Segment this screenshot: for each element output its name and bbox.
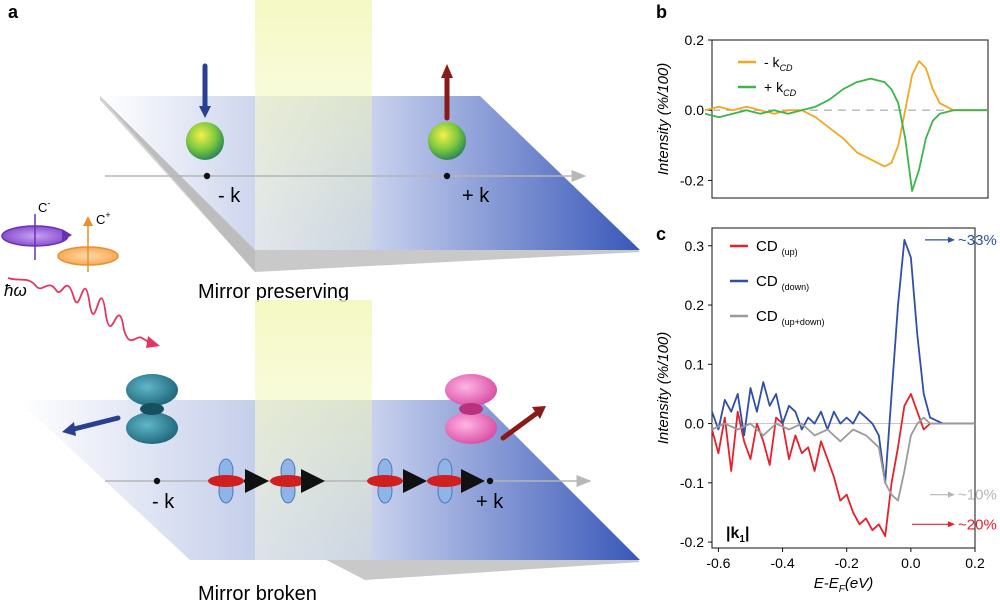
bottom-spin-left-arrow xyxy=(67,415,121,433)
annotation-arrowhead-1 xyxy=(948,491,955,498)
series-line-1 xyxy=(711,238,975,484)
bottom-minus-k-label: - k xyxy=(152,491,175,513)
panel-b-letter: b xyxy=(656,2,667,22)
photon-arrow-head xyxy=(146,336,160,348)
bottom-spin-right-arrow-head xyxy=(532,406,546,419)
x-tick-label: 0.0 xyxy=(901,555,921,571)
y-tick-label: -0.2 xyxy=(680,172,704,188)
bottom-spin-left-arrow-head xyxy=(62,422,76,436)
orbital-clover-3 xyxy=(367,458,403,504)
photon-wave xyxy=(7,277,153,345)
bottom-mirror xyxy=(255,300,372,560)
legend-entry-2: CD (up+down) xyxy=(756,308,824,327)
bottom-spin-right-arrow xyxy=(500,410,540,441)
x-tick-label: -0.6 xyxy=(706,555,730,571)
bottom-plane: - k + k xyxy=(18,300,640,605)
chart-c: 0.30.20.10.0-0.1-0.2-0.6 -0.4 -0.2 0.0 0.2In… xyxy=(655,227,997,595)
y-tick-label: -0.1 xyxy=(680,475,704,491)
y-tick-label: 0.3 xyxy=(685,238,705,254)
top-plane-edge xyxy=(100,96,255,272)
legend-entry-1: CD (down) xyxy=(756,273,809,292)
top-right-sphere xyxy=(428,122,466,160)
y-tick-label: 0.2 xyxy=(685,297,705,313)
teal-orbital xyxy=(126,374,178,444)
c-minus-label: C- xyxy=(38,198,50,215)
bottom-plus-k-dot xyxy=(486,477,494,485)
bottom-plane-right xyxy=(372,400,640,560)
orbital-clover-4 xyxy=(427,458,463,504)
y-tick-label: 0.0 xyxy=(685,102,705,118)
bottom-minus-k-dot xyxy=(153,477,161,485)
series-line-0 xyxy=(711,392,975,537)
plot-frame xyxy=(711,227,976,549)
x-tick-label: 0.2 xyxy=(965,555,985,571)
annotation-label-0: ~33% xyxy=(958,232,997,249)
bottom-caption: Mirror broken xyxy=(198,583,317,605)
bottom-plus-k-label: + k xyxy=(476,491,504,513)
photon-label: ħω xyxy=(4,281,27,300)
series-line-2 xyxy=(711,416,975,502)
y-tick-label: 0.0 xyxy=(685,416,705,432)
c-minus-arrow xyxy=(62,229,72,241)
top-caption: Mirror preserving xyxy=(198,281,349,303)
series-line-0 xyxy=(704,60,988,168)
orbital-clover-2 xyxy=(270,458,306,504)
legend-entry-0: - kCD xyxy=(764,54,793,73)
c-plus-label: C+ xyxy=(96,210,111,227)
orbital-clover-1 xyxy=(208,458,244,504)
y-axis-label: Intensity (%/100) xyxy=(655,332,672,445)
y-tick-label: 0.1 xyxy=(685,356,705,372)
top-left-sphere xyxy=(186,122,224,160)
plot-frame xyxy=(711,39,989,199)
top-plus-k-dot xyxy=(443,172,451,180)
annotation-label-2: ~20% xyxy=(958,516,997,533)
panel-a-letter: a xyxy=(8,2,19,22)
x-tick-label: -0.4 xyxy=(770,555,794,571)
y-tick-label: 0.2 xyxy=(685,32,705,48)
top-plane: - k + k Mirror preserving xyxy=(100,0,640,303)
series-line-1 xyxy=(704,77,988,192)
k1-label: |k1| xyxy=(726,525,749,545)
top-mirror xyxy=(255,0,372,250)
c-plus-arrow xyxy=(83,216,93,226)
panel-c-letter: c xyxy=(656,224,666,244)
top-plus-k-label: + k xyxy=(462,185,490,207)
top-minus-k-dot xyxy=(203,172,211,180)
top-spin-up-arrow-head xyxy=(441,64,453,78)
legend-entry-1: + kCD xyxy=(764,79,797,98)
chart-b: 0.2 0.0 -0.2 Intensity (%/100) - kCD + kCD xyxy=(655,32,989,199)
y-axis-label: Intensity (%/100) xyxy=(655,63,672,176)
pink-orbital xyxy=(445,374,497,444)
annotation-arrowhead-2 xyxy=(948,521,955,528)
x-tick-label: -0.2 xyxy=(835,555,859,571)
annotation-arrowhead-0 xyxy=(948,236,955,243)
annotation-label-1: ~10% xyxy=(958,487,997,504)
top-minus-k-label: - k xyxy=(218,185,241,207)
top-spin-down-arrow-head xyxy=(199,106,211,118)
legend-entry-0: CD (up) xyxy=(756,238,798,257)
y-tick-label: -0.2 xyxy=(680,534,704,550)
x-axis-label: E-EF(eV) xyxy=(814,575,873,595)
light-illustration: C- C+ ħω xyxy=(1,198,160,348)
top-plane-right xyxy=(372,96,640,250)
